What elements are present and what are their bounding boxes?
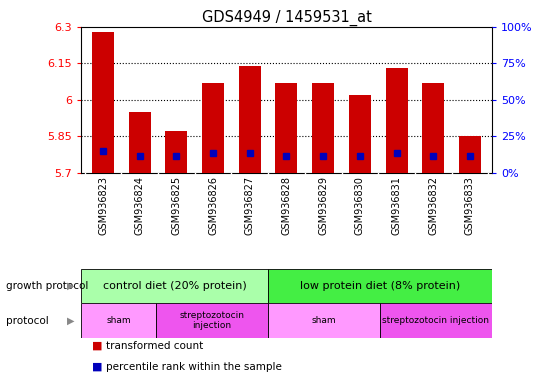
Text: GSM936828: GSM936828: [282, 176, 291, 235]
Text: GSM936827: GSM936827: [245, 176, 255, 235]
Bar: [380, 303, 492, 338]
Text: GSM936823: GSM936823: [98, 176, 108, 235]
Bar: [268, 303, 380, 338]
Text: ▶: ▶: [67, 316, 75, 326]
Text: GSM936826: GSM936826: [208, 176, 218, 235]
Text: streptozotocin injection: streptozotocin injection: [382, 316, 489, 325]
Text: ■: ■: [92, 341, 103, 351]
Text: percentile rank within the sample: percentile rank within the sample: [106, 362, 282, 372]
Bar: [202, 83, 224, 173]
Text: growth protocol: growth protocol: [6, 281, 88, 291]
Bar: [276, 83, 297, 173]
Text: streptozotocin
injection: streptozotocin injection: [179, 311, 244, 330]
Text: GSM936833: GSM936833: [465, 176, 475, 235]
Text: GSM936829: GSM936829: [318, 176, 328, 235]
Text: GSM936832: GSM936832: [428, 176, 438, 235]
Text: control diet (20% protein): control diet (20% protein): [102, 281, 247, 291]
Text: low protein diet (8% protein): low protein diet (8% protein): [300, 281, 460, 291]
Bar: [386, 68, 408, 173]
Bar: [459, 136, 481, 173]
Bar: [156, 303, 268, 338]
Bar: [81, 269, 268, 303]
Bar: [268, 269, 492, 303]
Text: sham: sham: [106, 316, 131, 325]
Bar: [239, 66, 261, 173]
Bar: [92, 32, 114, 173]
Bar: [129, 112, 151, 173]
Text: GSM936824: GSM936824: [135, 176, 145, 235]
Title: GDS4949 / 1459531_at: GDS4949 / 1459531_at: [202, 9, 371, 25]
Text: GSM936831: GSM936831: [391, 176, 401, 235]
Text: ■: ■: [92, 362, 103, 372]
Text: protocol: protocol: [6, 316, 48, 326]
Bar: [349, 95, 371, 173]
Text: sham: sham: [311, 316, 336, 325]
Text: transformed count: transformed count: [106, 341, 203, 351]
Bar: [312, 83, 334, 173]
Text: GSM936830: GSM936830: [355, 176, 365, 235]
Bar: [165, 131, 187, 173]
Bar: [81, 303, 156, 338]
Text: ▶: ▶: [67, 281, 75, 291]
Text: GSM936825: GSM936825: [172, 176, 182, 235]
Bar: [422, 83, 444, 173]
